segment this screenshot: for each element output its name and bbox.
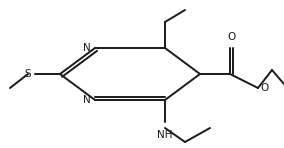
Text: N: N <box>83 43 91 53</box>
Text: NH: NH <box>157 130 173 140</box>
Text: N: N <box>83 95 91 105</box>
Text: O: O <box>227 32 236 42</box>
Text: O: O <box>260 83 268 93</box>
Text: S: S <box>25 69 31 79</box>
